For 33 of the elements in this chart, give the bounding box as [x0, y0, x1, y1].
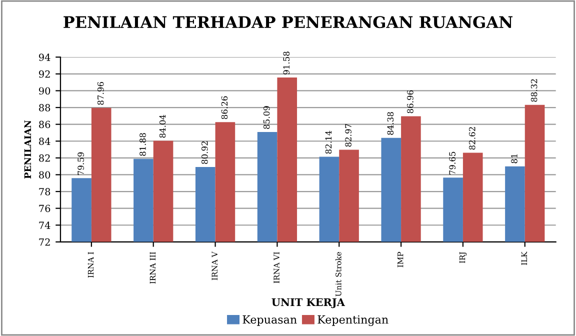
data-label: 84.04 — [159, 114, 166, 138]
data-label: 86.26 — [221, 96, 228, 120]
y-axis-title: PENILAIAN — [24, 120, 31, 179]
y-tick-label: 72 — [39, 238, 50, 246]
data-label: 79.65 — [449, 152, 456, 174]
data-label: 86.96 — [407, 90, 414, 114]
data-label: 81.88 — [140, 133, 146, 156]
y-tick-label: 78 — [39, 188, 50, 196]
y-tick-label: 76 — [39, 204, 50, 212]
y-tick-label: 94 — [39, 54, 50, 61]
data-label: 91.58 — [283, 52, 290, 74]
y-tick-label: 74 — [39, 222, 50, 229]
y-tick-label: 86 — [39, 120, 50, 128]
y-tick-label: 84 — [39, 138, 50, 145]
data-label: 82.14 — [325, 130, 332, 154]
y-tick-label: 92 — [39, 70, 50, 78]
data-label: 87.96 — [97, 82, 104, 105]
data-label: 79.59 — [78, 152, 84, 175]
legend-label: Kepuasan — [242, 315, 297, 326]
data-label: 82.97 — [345, 124, 352, 147]
y-tick-label: 82 — [39, 154, 50, 162]
data-label: 80.92 — [201, 141, 208, 164]
y-tick-label: 88 — [39, 104, 50, 112]
data-label: 81 — [511, 154, 518, 164]
data-label: 82.62 — [468, 127, 476, 150]
x-axis-title: UNIT KERJA — [272, 298, 346, 308]
y-tick-label: 80 — [39, 171, 50, 179]
data-label: 88.32 — [530, 79, 538, 102]
legend-label: Kepentingan — [318, 315, 388, 326]
data-label: 84.38 — [387, 112, 394, 135]
chart-title: PENILAIAN TERHADAP PENERANGAN RUANGAN — [64, 16, 512, 28]
data-label: 85.09 — [263, 106, 270, 129]
y-tick-label: 90 — [39, 87, 50, 95]
